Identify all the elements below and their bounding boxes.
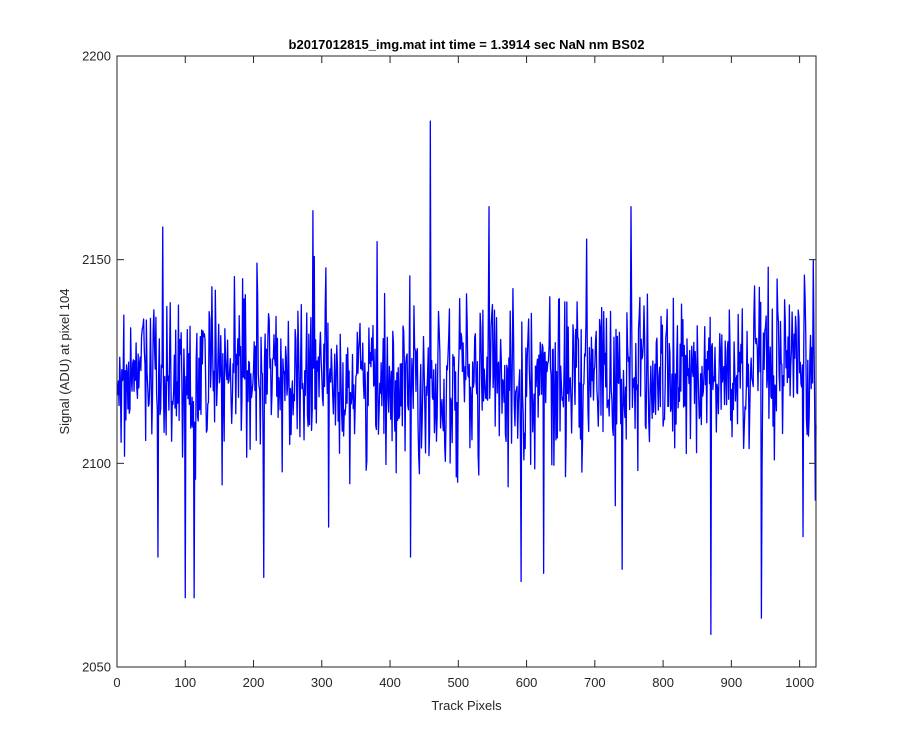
x-tick-label: 0 — [113, 675, 120, 690]
x-axis-ticks: 0 100 200 300 400 500 600 700 800 900 1000 — [113, 56, 814, 690]
chart-title: b2017012815_img.mat int time = 1.3914 se… — [289, 37, 645, 52]
y-tick-label: 2050 — [82, 660, 111, 675]
x-tick-label: 500 — [447, 675, 469, 690]
x-tick-label: 1000 — [785, 675, 814, 690]
series-layer — [117, 120, 817, 636]
series-line — [117, 120, 817, 636]
y-tick-label: 2100 — [82, 456, 111, 471]
y-axis-ticks: 2050 2100 2150 2200 — [82, 49, 816, 675]
x-tick-label: 900 — [721, 675, 743, 690]
y-tick-label: 2200 — [82, 49, 111, 64]
x-tick-label: 400 — [379, 675, 401, 690]
x-tick-label: 200 — [243, 675, 265, 690]
x-tick-label: 800 — [652, 675, 674, 690]
y-axis-label: Signal (ADU) at pixel 104 — [57, 289, 72, 435]
x-tick-label: 600 — [516, 675, 538, 690]
x-tick-label: 700 — [584, 675, 606, 690]
x-axis-label: Track Pixels — [431, 698, 502, 713]
x-tick-label: 100 — [174, 675, 196, 690]
axes-frame — [116, 55, 817, 668]
x-tick-label: 300 — [311, 675, 333, 690]
y-tick-label: 2150 — [82, 252, 111, 267]
